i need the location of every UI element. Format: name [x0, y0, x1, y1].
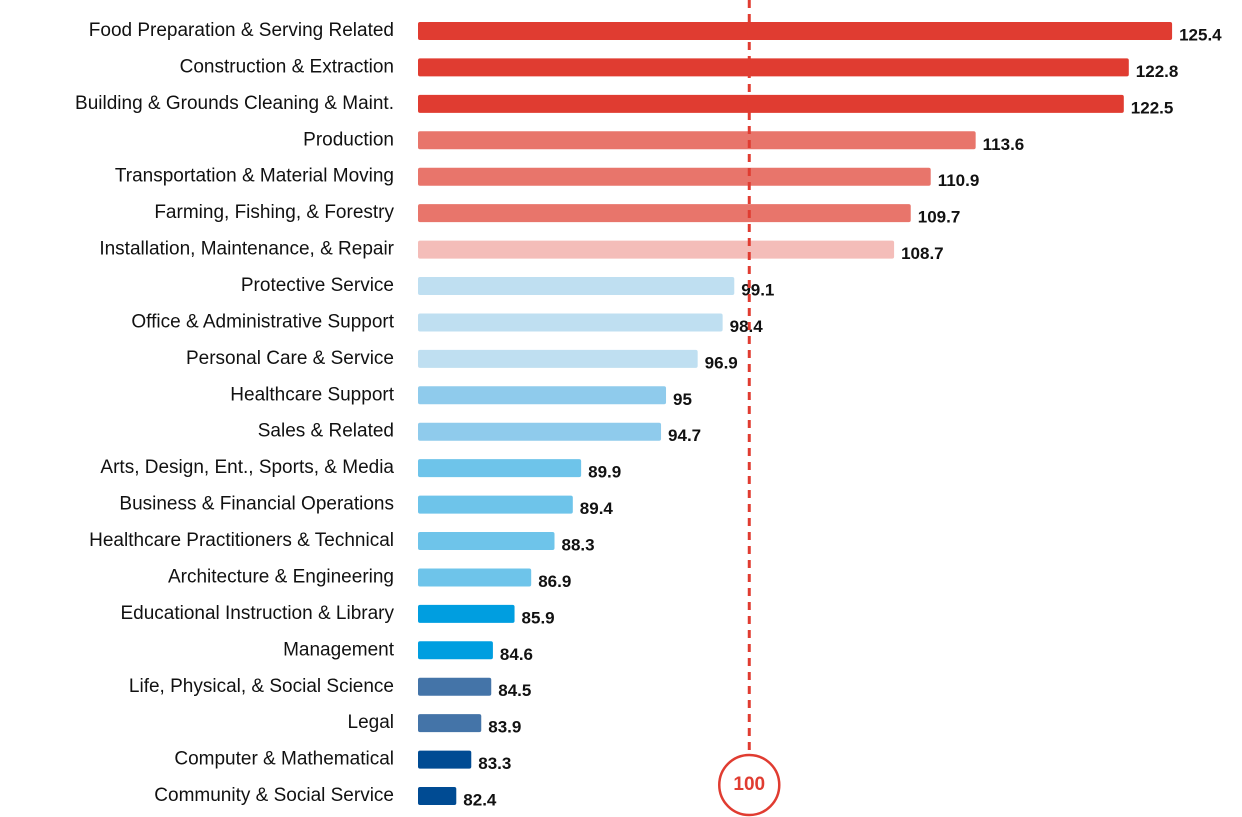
category-label: Arts, Design, Ent., Sports, & Media — [100, 457, 394, 478]
bar — [418, 750, 472, 769]
bar — [418, 787, 457, 806]
value-label: 89.9 — [588, 463, 621, 482]
value-label: 83.9 — [488, 718, 521, 737]
category-label: Community & Social Service — [154, 785, 394, 806]
value-label: 110.9 — [938, 171, 980, 190]
category-label: Sales & Related — [258, 421, 394, 442]
bar — [418, 204, 911, 223]
category-label: Office & Administrative Support — [131, 311, 394, 332]
category-label: Building & Grounds Cleaning & Maint. — [75, 93, 394, 114]
category-label: Installation, Maintenance, & Repair — [99, 239, 394, 260]
category-label: Construction & Extraction — [180, 56, 394, 77]
category-label: Protective Service — [241, 275, 394, 296]
bar — [418, 714, 482, 733]
category-label: Farming, Fishing, & Forestry — [154, 202, 394, 223]
value-label: 96.9 — [705, 353, 738, 372]
category-label: Healthcare Practitioners & Technical — [89, 530, 394, 551]
category-label: Life, Physical, & Social Science — [129, 676, 394, 697]
value-label: 88.3 — [562, 536, 595, 555]
category-label: Educational Instruction & Library — [120, 603, 394, 624]
value-label: 95 — [673, 390, 692, 409]
bar — [418, 277, 735, 296]
bar — [418, 386, 667, 405]
value-label: 125.4 — [1179, 25, 1222, 44]
category-label: Food Preparation & Serving Related — [89, 20, 394, 41]
value-label: 122.8 — [1136, 62, 1179, 81]
category-label: Business & Financial Operations — [119, 494, 394, 515]
value-label: 99.1 — [741, 280, 774, 299]
bar — [418, 495, 573, 514]
value-label: 82.4 — [463, 791, 497, 810]
bar — [418, 422, 662, 441]
value-label: 109.7 — [918, 208, 961, 227]
value-label: 83.3 — [478, 754, 511, 773]
bar — [418, 94, 1124, 113]
value-label: 122.5 — [1131, 98, 1174, 117]
value-label: 108.7 — [901, 244, 944, 263]
bar — [418, 131, 976, 150]
category-label: Legal — [348, 712, 395, 733]
bar — [418, 604, 515, 623]
bar — [418, 22, 1173, 40]
bar — [418, 240, 895, 259]
bar — [418, 532, 555, 551]
bar — [418, 568, 532, 587]
value-label: 85.9 — [522, 608, 555, 627]
value-label: 86.9 — [538, 572, 571, 591]
category-label: Personal Care & Service — [186, 348, 394, 369]
category-label: Healthcare Support — [230, 384, 394, 405]
value-label: 89.4 — [580, 499, 614, 518]
value-label: 84.5 — [498, 681, 531, 700]
category-label: Management — [283, 639, 395, 660]
value-label: 113.6 — [983, 135, 1025, 154]
category-label: Architecture & Engineering — [168, 566, 394, 587]
bar — [418, 167, 931, 186]
category-label: Production — [303, 129, 394, 150]
value-label: 84.6 — [500, 645, 533, 664]
category-label: Transportation & Material Moving — [115, 166, 394, 187]
value-label: 98.4 — [730, 317, 764, 336]
bar — [418, 313, 723, 332]
value-label: 94.7 — [668, 426, 701, 445]
bar — [418, 459, 582, 478]
bar — [418, 58, 1129, 77]
reference-badge — [718, 753, 781, 817]
bar — [418, 677, 492, 696]
bar — [418, 349, 698, 368]
category-label: Computer & Mathematical — [174, 749, 394, 770]
bar — [418, 641, 493, 660]
reference-label: 100 — [733, 774, 765, 795]
